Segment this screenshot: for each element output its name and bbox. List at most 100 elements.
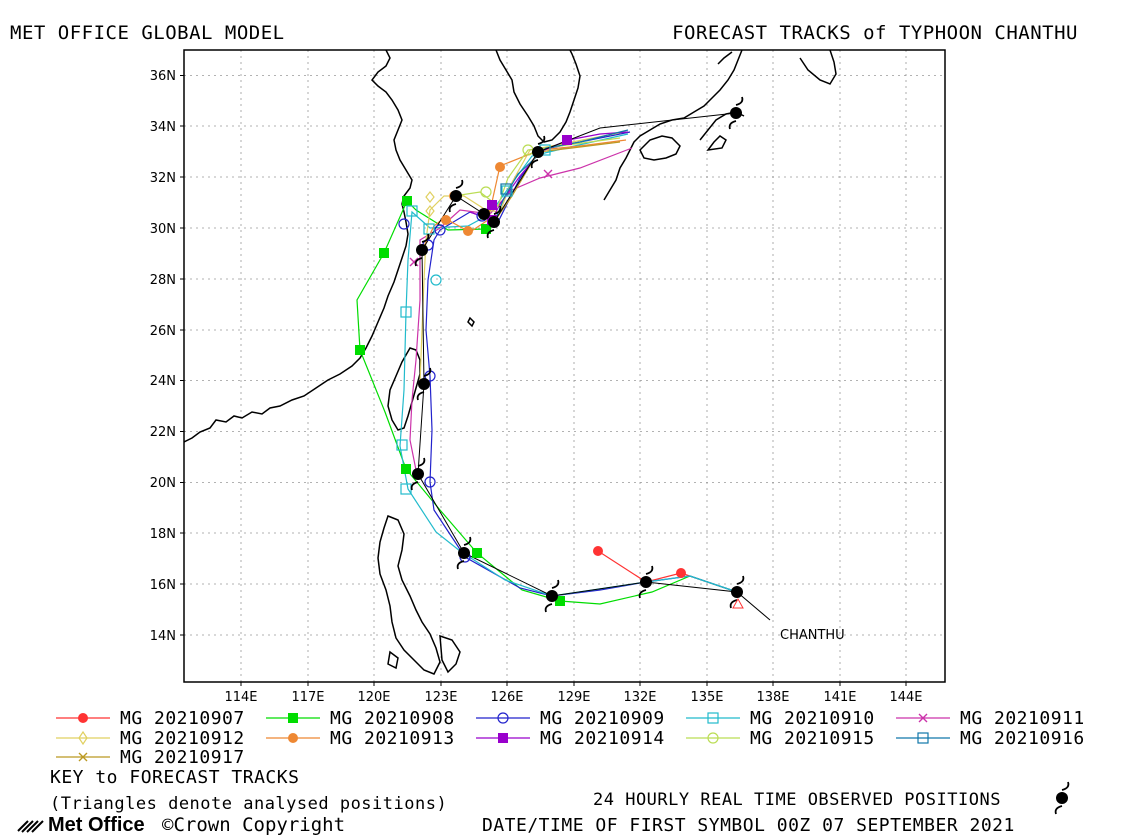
- marker-mg-20210907: [676, 568, 686, 578]
- observed-positions: [412, 107, 743, 602]
- legend-item-label: MG 20210912: [120, 728, 245, 749]
- marker-mg-20210915: [480, 186, 492, 198]
- coastlines: [184, 50, 837, 675]
- lon-label: 123E: [424, 690, 457, 705]
- observed-positions-label: 24 HOURLY REAL TIME OBSERVED POSITIONS: [593, 790, 1001, 810]
- marker-mg-20210910: [400, 483, 412, 495]
- japan-coast: [603, 50, 743, 201]
- lon-label: 126E: [490, 690, 523, 705]
- legend-item-label: MG 20210907: [120, 708, 245, 729]
- axis-ticks: [180, 75, 907, 686]
- japan-tip: [706, 135, 727, 151]
- header-right-title: FORECAST TRACKS of TYPHOON CHANTHU: [672, 22, 1078, 44]
- marker-mg-20210909: [434, 224, 446, 236]
- marker-mg-20210908: [401, 464, 411, 474]
- triangles-note: (Triangles denote analysed positions): [50, 794, 448, 814]
- lon-label: 129E: [557, 690, 590, 705]
- marker-mg-20210908: [402, 196, 412, 206]
- analysed-position-triangle: [732, 597, 744, 609]
- marker-mg-20210909: [398, 218, 410, 230]
- marker-mg-20210913: [495, 162, 505, 172]
- lat-label: 34N: [150, 120, 176, 135]
- marker-mg-20210913: [463, 226, 473, 236]
- observed-position-tails: [410, 96, 745, 613]
- marker-mg-20210908: [472, 548, 482, 558]
- lon-label: 141E: [823, 690, 856, 705]
- map-grid: [184, 50, 945, 682]
- lat-label: 14N: [150, 629, 176, 644]
- legend-item-label: MG 20210913: [330, 728, 455, 749]
- forecast-tracks: [356, 112, 771, 621]
- lon-label: 138E: [756, 690, 789, 705]
- lon-label: 114E: [224, 690, 257, 705]
- legend-item-label: MG 20210914: [540, 728, 665, 749]
- lat-label: 18N: [150, 527, 176, 542]
- legend-item-label: MG 20210910: [750, 708, 875, 729]
- marker-mg-20210911: [543, 169, 553, 179]
- legend-item-label: MG 20210917: [120, 747, 245, 768]
- marker-mg-20210910: [400, 306, 412, 318]
- lat-label: 28N: [150, 273, 176, 288]
- marker-mg-20210914: [562, 135, 572, 145]
- latitude-labels: 14N 16N 18N 20N 22N 24N 26N 28N 30N 32N …: [150, 69, 176, 644]
- lat-label: 30N: [150, 222, 176, 237]
- marker-mg-20210910: [501, 185, 513, 197]
- lon-label: 117E: [291, 690, 324, 705]
- legend-item-label: MG 20210909: [540, 708, 665, 729]
- legend-item-label: MG 20210911: [960, 708, 1085, 729]
- legend-item-label: MG 20210916: [960, 728, 1085, 749]
- philippine-islands: [439, 634, 461, 674]
- track-mg-20210910: [399, 133, 738, 597]
- lat-label: 22N: [150, 425, 176, 440]
- lon-label: 132E: [623, 690, 656, 705]
- marker-mg-20210910: [406, 205, 418, 217]
- shikoku-coast: [639, 135, 681, 161]
- marker-mg-20210909: [424, 476, 436, 488]
- marker-mg-20210907: [593, 546, 603, 556]
- met-office-logo: Met Office: [16, 814, 145, 837]
- hurricane-icon: [1054, 781, 1070, 815]
- marker-mg-20210914: [487, 200, 497, 210]
- korea-coast: [495, 50, 581, 143]
- marker-mg-20210912: [425, 191, 435, 203]
- marker-mg-20210911: [409, 257, 419, 267]
- met-office-logo-icon: [17, 820, 44, 833]
- japan-east-coast: [799, 50, 837, 85]
- japan-ne-coast: [717, 51, 733, 65]
- observed-track: [417, 112, 771, 621]
- marker-mg-20210910: [396, 439, 408, 451]
- copyright-notice: ©Crown Copyright: [162, 814, 346, 836]
- marker-mg-20210908: [355, 345, 365, 355]
- header-left-title: MET OFFICE GLOBAL MODEL: [10, 22, 285, 44]
- philippine-islands-2: [387, 650, 399, 670]
- china-coast: [184, 50, 413, 443]
- lat-label: 26N: [150, 324, 176, 339]
- marker-mg-20210908: [555, 596, 565, 606]
- lon-label: 120E: [357, 690, 390, 705]
- lon-label: 144E: [889, 690, 922, 705]
- met-office-logo-text: Met Office: [48, 814, 145, 836]
- marker-mg-20210909: [430, 274, 442, 286]
- marker-mg-20210913: [441, 215, 451, 225]
- legend-symbols: [56, 712, 950, 762]
- lat-label: 16N: [150, 578, 176, 593]
- marker-mg-20210910: [423, 223, 435, 235]
- longitude-labels: 114E 117E 120E 123E 126E 129E 132E 135E …: [224, 690, 922, 705]
- legend-item-label: MG 20210915: [750, 728, 875, 749]
- luzon-coast: [377, 515, 441, 675]
- okinawa: [467, 316, 475, 328]
- lat-label: 20N: [150, 476, 176, 491]
- forecast-markers: [355, 96, 745, 613]
- marker-mg-20210916: [500, 183, 512, 195]
- storm-name-label: CHANTHU: [780, 628, 845, 643]
- lat-label: 36N: [150, 69, 176, 84]
- marker-mg-20210908: [379, 248, 389, 258]
- key-title: KEY to FORECAST TRACKS: [50, 767, 300, 788]
- legend-item-label: MG 20210908: [330, 708, 455, 729]
- marker-mg-20210912: [425, 205, 435, 217]
- lat-label: 32N: [150, 171, 176, 186]
- map-frame: [183, 49, 946, 683]
- marker-mg-20210908: [481, 224, 491, 234]
- first-symbol-datetime: DATE/TIME OF FIRST SYMBOL 00Z 07 SEPTEMB…: [482, 815, 1015, 836]
